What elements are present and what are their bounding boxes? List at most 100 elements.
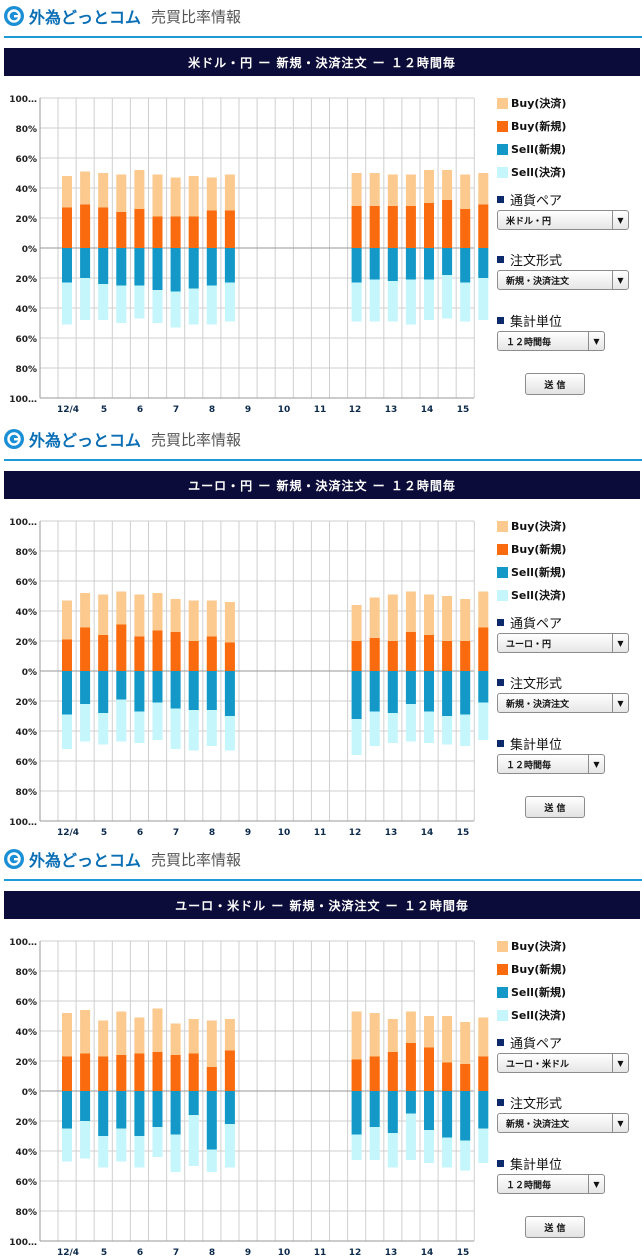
- order-type-select[interactable]: 新規・決済注文 ▼: [497, 693, 629, 713]
- submit-button[interactable]: 送 信: [525, 373, 585, 395]
- legend-buy-new: Buy(新規): [497, 542, 566, 556]
- bullet-icon: [497, 740, 504, 747]
- bar-sell-new: [116, 248, 127, 286]
- bar-sell-new: [98, 248, 109, 284]
- bar-sell-new: [351, 671, 362, 719]
- legend-sell-settle: Sell(決済): [497, 165, 566, 179]
- order-label-text: 注文形式: [510, 254, 563, 269]
- x-tick-label: 6: [137, 405, 143, 415]
- x-tick-label: 15: [457, 1248, 470, 1256]
- legend-buy-settle: Buy(決済): [497, 939, 566, 953]
- bar-sell-settle: [478, 671, 489, 740]
- x-tick-label: 8: [209, 828, 215, 838]
- y-tick-label: 80%: [15, 365, 37, 375]
- bar-buy-new: [224, 210, 235, 248]
- bar-buy-new: [424, 635, 434, 671]
- x-tick-label: 7: [173, 405, 179, 415]
- x-tick-label: 7: [173, 1248, 179, 1256]
- legend-label: Sell(決済): [511, 166, 566, 179]
- bar-sell-new: [351, 248, 362, 283]
- x-tick-label: 8: [209, 1248, 215, 1256]
- y-tick-label: 80%: [15, 548, 37, 558]
- pair-select-value: 米ドル・円: [506, 216, 552, 227]
- brand-name: 外為どっとコム: [29, 8, 142, 27]
- bar-buy-new: [478, 627, 489, 671]
- bar-buy-new: [134, 636, 145, 671]
- bar-buy-new: [206, 210, 217, 248]
- bar-buy-new: [80, 627, 91, 671]
- bullet-icon: [497, 1160, 504, 1167]
- x-tick-label: 14: [421, 1248, 434, 1256]
- submit-button[interactable]: 送 信: [525, 1216, 585, 1238]
- legend-swatch: [497, 120, 508, 132]
- brand-header: 外為どっとコム 売買比率情報: [4, 6, 241, 27]
- y-tick-label: 100…: [9, 518, 37, 528]
- chart-title-bar: ユーロ・米ドル ー 新規・決済注文 ー １２時間毎: [4, 891, 640, 919]
- unit-select-value: １２時間毎: [506, 760, 552, 771]
- unit-label-text: 集計単位: [510, 315, 563, 330]
- bar-sell-new: [478, 1091, 489, 1129]
- bar-sell-new: [460, 1091, 471, 1141]
- bar-sell-settle: [351, 248, 362, 322]
- pair-label-text: 通貨ペア: [510, 1037, 563, 1052]
- legend-sell-new: Sell(新規): [497, 985, 566, 999]
- x-tick-label: 10: [278, 1248, 291, 1256]
- bar-sell-new: [170, 1091, 181, 1135]
- order-type-select[interactable]: 新規・決済注文 ▼: [497, 1113, 629, 1133]
- bar-sell-new: [80, 1091, 91, 1121]
- pair-select[interactable]: 米ドル・円 ▼: [497, 210, 629, 230]
- bar-sell-new: [62, 671, 72, 715]
- bar-buy-settle: [387, 594, 398, 671]
- bar-buy-settle: [188, 176, 199, 248]
- bar-sell-settle: [170, 671, 181, 749]
- bar-buy-new: [369, 638, 380, 671]
- ratio-panel-usdjpy: 外為どっとコム 売買比率情報 米ドル・円 ー 新規・決済注文 ー １２時間毎 1…: [0, 0, 642, 420]
- bullet-icon: [497, 1039, 504, 1046]
- bar-sell-new: [152, 248, 163, 290]
- bar-buy-new: [188, 216, 199, 248]
- bar-buy-new: [460, 209, 471, 248]
- bar-buy-new: [188, 1053, 199, 1091]
- unit-select[interactable]: １２時間毎 ▼: [497, 331, 605, 351]
- pair-label: 通貨ペア: [497, 190, 562, 209]
- legend-label: Sell(決済): [511, 589, 566, 602]
- y-tick-label: 80%: [15, 1208, 37, 1218]
- unit-select[interactable]: １２時間毎 ▼: [497, 1174, 605, 1194]
- legend-swatch: [497, 166, 508, 178]
- x-tick-label: 12: [349, 828, 362, 838]
- pair-select[interactable]: ユーロ・米ドル ▼: [497, 1053, 629, 1073]
- order-type-select[interactable]: 新規・決済注文 ▼: [497, 270, 629, 290]
- legend-buy-new: Buy(新規): [497, 962, 566, 976]
- unit-label: 集計単位: [497, 1154, 562, 1173]
- bar-buy-new: [224, 1050, 235, 1091]
- bar-buy-new: [62, 207, 72, 248]
- bullet-icon: [497, 256, 504, 263]
- pair-select[interactable]: ユーロ・円 ▼: [497, 633, 629, 653]
- bar-sell-new: [116, 671, 127, 700]
- bar-buy-new: [460, 641, 471, 671]
- bar-buy-new: [170, 1055, 181, 1091]
- bar-sell-settle: [442, 248, 453, 319]
- bar-buy-new: [460, 1064, 471, 1091]
- legend-label: Buy(新規): [511, 120, 567, 133]
- pair-select-value: ユーロ・円: [506, 639, 552, 650]
- bar-buy-new: [98, 1056, 109, 1091]
- bar-buy-settle: [424, 594, 434, 671]
- order-label-text: 注文形式: [510, 1097, 563, 1112]
- y-tick-label: 60%: [15, 335, 37, 345]
- legend-label: Buy(新規): [511, 963, 567, 976]
- bar-buy-settle: [478, 1017, 489, 1091]
- unit-select[interactable]: １２時間毎 ▼: [497, 754, 605, 774]
- bar-sell-new: [80, 671, 91, 704]
- y-tick-label: 0%: [22, 245, 37, 255]
- bar-buy-new: [80, 1053, 91, 1091]
- y-tick-label: 40%: [15, 185, 37, 195]
- submit-button[interactable]: 送 信: [525, 796, 585, 818]
- y-tick-label: 60%: [15, 155, 37, 165]
- bar-buy-settle: [351, 1011, 362, 1091]
- bar-buy-settle: [152, 1008, 163, 1091]
- bar-buy-settle: [224, 602, 235, 671]
- x-tick-label: 15: [457, 405, 470, 415]
- bar-sell-new: [116, 1091, 127, 1129]
- bar-sell-new: [62, 248, 72, 283]
